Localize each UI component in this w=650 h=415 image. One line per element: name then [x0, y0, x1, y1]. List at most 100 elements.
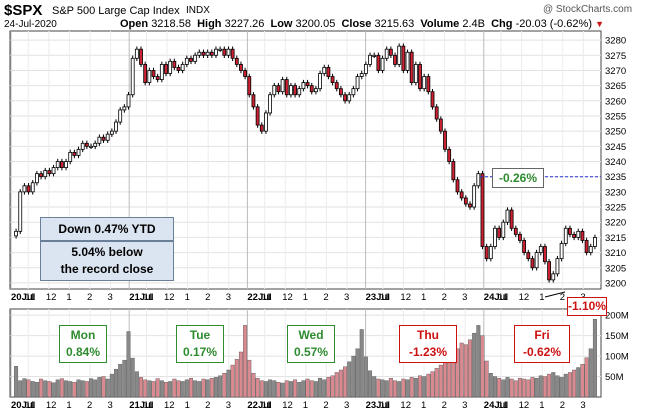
- time-tick-label: 11: [498, 292, 508, 303]
- ytd-annotation: Down 0.47% YTD: [40, 217, 174, 241]
- time-tick-label: 11: [143, 292, 153, 303]
- volume-bar: [459, 342, 464, 398]
- candle-body: [322, 67, 327, 74]
- price-tick-label: 3220: [605, 218, 626, 229]
- volume-bar: [272, 380, 277, 398]
- candle-body: [230, 48, 235, 59]
- volume-bar: [359, 329, 364, 398]
- candle-body: [35, 173, 39, 184]
- candle-body: [380, 57, 385, 71]
- volume-bar: [434, 368, 439, 398]
- time-tick-label: 2: [323, 292, 328, 303]
- volume-bar: [505, 377, 510, 398]
- candle-body: [526, 252, 531, 260]
- time-tick-label: 2: [205, 292, 210, 303]
- candle-body: [576, 230, 581, 238]
- volume-bar: [542, 376, 547, 398]
- volume-bar: [222, 373, 227, 398]
- candle-body: [563, 227, 568, 244]
- price-tick-label: 3255: [605, 111, 626, 122]
- time-tick-label: 2: [87, 400, 92, 411]
- volume-bar: [51, 382, 56, 398]
- candle-body: [84, 142, 89, 147]
- volume-bar: [243, 325, 248, 398]
- time-tick-label: 3: [108, 292, 113, 303]
- volume-bar: [55, 379, 60, 398]
- candle-body: [176, 67, 181, 71]
- candle-body: [64, 161, 68, 168]
- volume-bar: [580, 364, 585, 398]
- time-tick-label: 1: [185, 292, 190, 303]
- index-name: S&P 500 Large Cap Index: [52, 5, 180, 17]
- candle-body: [218, 48, 223, 51]
- time-tick-label: 2: [560, 292, 565, 303]
- volume-bar: [226, 369, 231, 398]
- time-tick-label: 3: [344, 400, 349, 411]
- candle-body: [434, 106, 439, 120]
- candle-body: [222, 48, 227, 56]
- volume-bar: [43, 380, 48, 398]
- candle-body: [293, 85, 297, 96]
- candle-body: [430, 91, 435, 108]
- volume-bar: [172, 378, 177, 398]
- volume-bar: [247, 359, 252, 398]
- volume-bar: [72, 382, 77, 398]
- volume-bar: [293, 379, 298, 398]
- candle-body: [30, 182, 35, 193]
- price-tick-label: 3225: [605, 203, 626, 214]
- time-tick-label: 12: [282, 400, 293, 411]
- candle-body: [476, 173, 481, 187]
- candle-body: [401, 45, 406, 71]
- volume-bar: [164, 382, 168, 398]
- candle-body: [284, 79, 289, 96]
- candle-body: [438, 118, 443, 132]
- price-tick-label: 3280: [605, 36, 626, 47]
- candle-body: [47, 170, 52, 175]
- candle-body: [272, 85, 277, 96]
- time-tick-label: 12: [46, 400, 57, 411]
- candle-body: [376, 54, 381, 71]
- volume-bar: [201, 378, 206, 398]
- candle-body: [551, 273, 556, 281]
- candle-body: [347, 94, 352, 102]
- volume-bar: [230, 364, 235, 398]
- volume-bar: [251, 373, 256, 398]
- volume-bar: [209, 377, 214, 398]
- volume-bar: [180, 381, 185, 398]
- volume-bar: [139, 377, 143, 398]
- volume-bar: [263, 381, 268, 398]
- volume-tick-label: 100M: [605, 352, 629, 363]
- volume-bar: [413, 377, 418, 398]
- candle-body: [505, 209, 510, 223]
- time-tick-label: 11: [380, 400, 390, 411]
- volume-bar: [526, 379, 531, 398]
- time-tick-label: 12: [400, 292, 411, 303]
- time-tick-label: 12: [282, 292, 293, 303]
- volume-bar: [47, 381, 52, 398]
- time-tick-label: 12: [519, 400, 530, 411]
- time-tick-label: 1: [303, 400, 308, 411]
- volume-bar: [547, 373, 552, 398]
- candle-body: [593, 236, 597, 247]
- candle-body: [318, 73, 322, 90]
- volume-bar: [309, 380, 314, 398]
- candle-body: [59, 161, 64, 168]
- volume-bar: [438, 364, 443, 398]
- time-tick-label: 23Jul: [366, 400, 390, 411]
- candle-body: [534, 252, 539, 269]
- volume-bar: [409, 377, 414, 398]
- candle-body: [384, 48, 389, 59]
- candle-body: [297, 88, 302, 96]
- date: 24-Jul-2020: [4, 19, 57, 30]
- time-tick-label: 2: [442, 400, 447, 411]
- candle-body: [139, 48, 143, 65]
- volume-bar: [488, 373, 493, 398]
- candle-body: [572, 233, 576, 238]
- volume-tick-label: 50M: [605, 372, 624, 383]
- volume-bar: [384, 380, 389, 398]
- candle-body: [164, 63, 168, 74]
- candle-body: [168, 60, 173, 74]
- time-tick-label: 21Jul: [129, 400, 153, 411]
- volume-bar: [97, 377, 102, 398]
- price-tick-label: 3250: [605, 127, 626, 138]
